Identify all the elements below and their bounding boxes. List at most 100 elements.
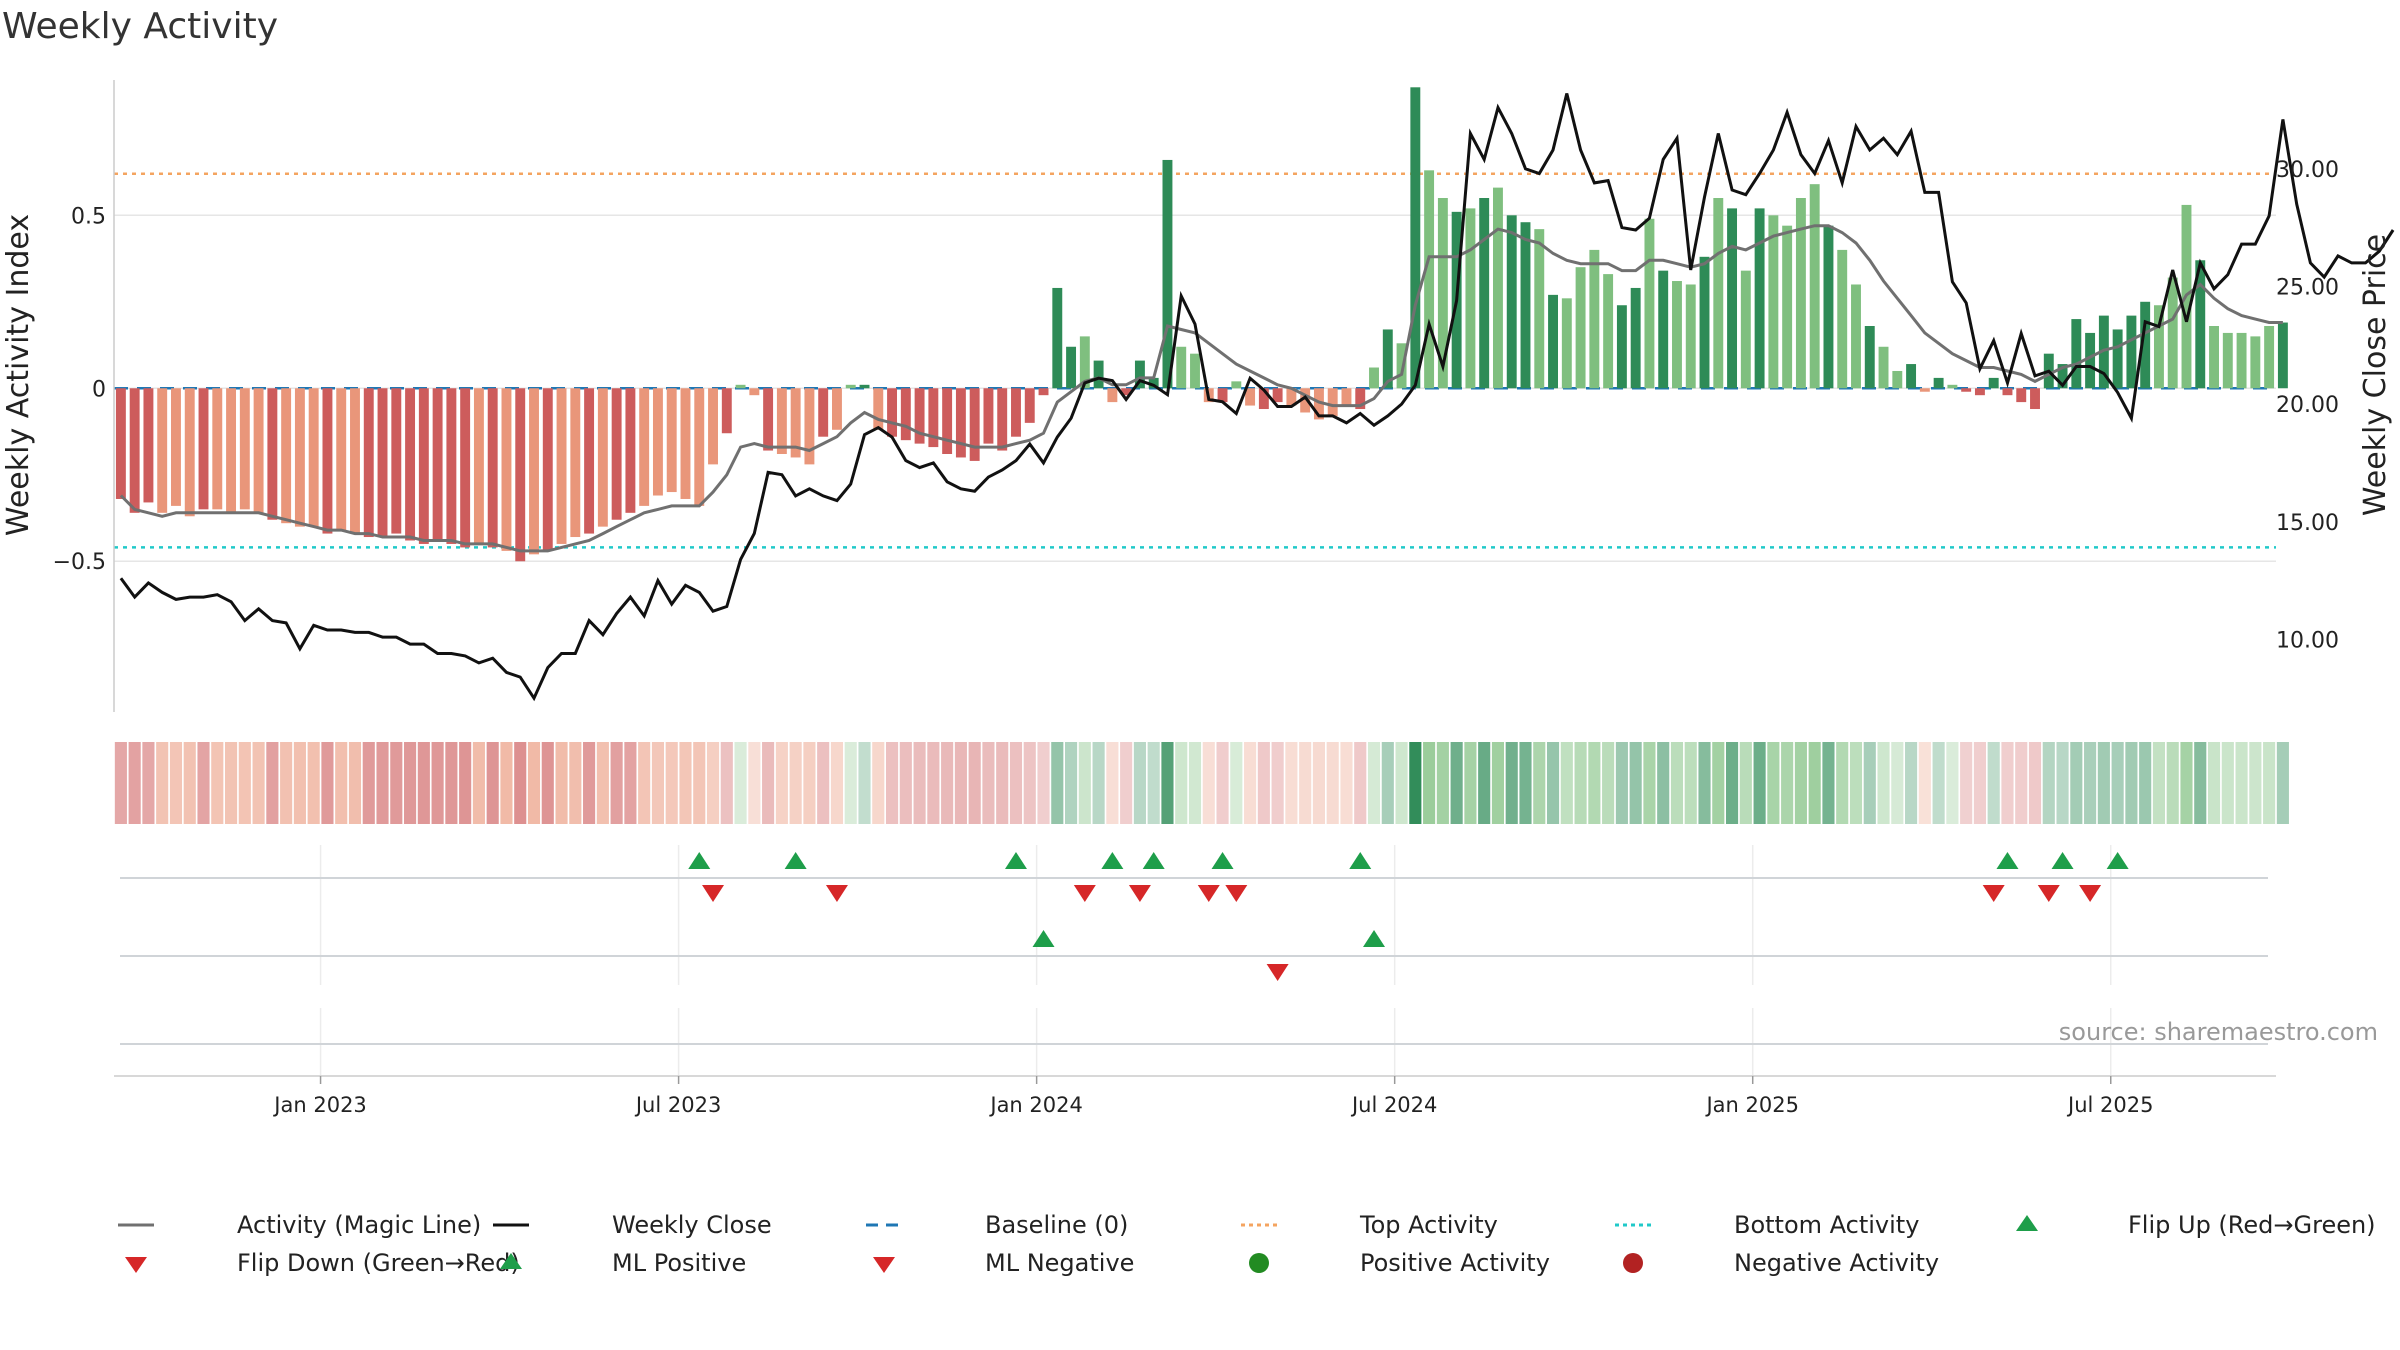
activity-bar [1933, 377, 1944, 389]
activity-bar [1809, 184, 1820, 389]
activity-bar [2098, 315, 2109, 389]
heat-cell [844, 742, 857, 824]
ml-positive-marker [1363, 930, 1386, 947]
heat-cell [1602, 742, 1615, 824]
heat-cell [624, 742, 637, 824]
activity-bar [1768, 215, 1779, 389]
flip-up-marker [2051, 852, 2074, 869]
activity-bar [652, 388, 663, 496]
activity-bar [1644, 218, 1655, 389]
heat-cell [1478, 742, 1491, 824]
heat-cell [1423, 742, 1436, 824]
legend-item: Flip Up (Red→Green) [2016, 1211, 2376, 1239]
activity-bar [873, 388, 884, 430]
heat-cell [1560, 742, 1573, 824]
flip-down-marker [1225, 885, 1248, 902]
heat-cell [899, 742, 912, 824]
activity-bar [997, 388, 1008, 451]
heat-cell [266, 742, 279, 824]
activity-bar [1011, 388, 1021, 437]
flip-up-marker [2106, 852, 2129, 869]
heat-cell [2263, 742, 2276, 824]
heat-cell [1588, 742, 1601, 824]
activity-bar [1107, 388, 1118, 403]
activity-bar [2222, 332, 2233, 389]
activity-bar [405, 388, 416, 541]
grid-layer [114, 214, 2276, 1075]
event-markers [688, 852, 2129, 981]
heat-cell [996, 742, 1009, 824]
activity-bar [2264, 326, 2275, 389]
legend-swatch [2016, 1215, 2038, 1231]
activity-bar [542, 388, 553, 551]
heat-cell [1932, 742, 1945, 824]
activity-bar [1369, 367, 1379, 389]
heat-cell [293, 742, 306, 824]
left-tick-label: 0.5 [71, 204, 106, 229]
heat-cell [555, 742, 568, 824]
heat-cell [830, 742, 844, 824]
heat-cell [762, 742, 775, 824]
activity-bar [1713, 198, 1724, 389]
activity-bar [2085, 332, 2096, 389]
activity-bar [1176, 346, 1187, 389]
activity-bar [1382, 329, 1393, 389]
activity-bar [1685, 284, 1696, 389]
heat-cell [1533, 742, 1546, 824]
activity-bar [184, 388, 195, 517]
activity-bar [639, 388, 650, 506]
heat-cell [459, 742, 472, 824]
legend-item: Negative Activity [1623, 1249, 1939, 1277]
activity-bar [2236, 332, 2247, 389]
heat-cell [1877, 742, 1890, 824]
legend-item: Positive Activity [1249, 1249, 1550, 1277]
heat-cell [1836, 742, 1849, 824]
heat-cell [2139, 742, 2152, 824]
heat-cell [142, 742, 155, 824]
heat-cell [789, 742, 802, 824]
heat-cell [1257, 742, 1270, 824]
x-tick-label: Jan 2023 [272, 1093, 367, 1117]
activity-bar [570, 388, 581, 538]
activity-bar [1286, 388, 1297, 406]
activity-bar [336, 388, 347, 531]
activity-bar [198, 388, 209, 510]
activity-bar [473, 388, 484, 544]
activity-bar [350, 388, 360, 534]
activity-bar [1782, 225, 1793, 389]
activity-bar [1658, 270, 1669, 389]
activity-bar [226, 388, 237, 513]
heat-cell [1037, 742, 1050, 824]
activity-bar [1672, 281, 1682, 389]
right-tick-label: 20.00 [2276, 393, 2339, 418]
activity-bar [776, 388, 787, 454]
heat-cell [968, 742, 981, 824]
heat-cell [362, 742, 375, 824]
heat-cell [2028, 742, 2042, 824]
activity-bar [239, 388, 250, 510]
heat-cell [885, 742, 899, 824]
right-tick-label: 25.00 [2276, 275, 2339, 300]
activity-bar [1616, 305, 1627, 389]
heat-cell [569, 742, 582, 824]
heat-cell [1643, 742, 1656, 824]
activity-bar [460, 388, 471, 548]
heat-cell [1781, 742, 1794, 824]
activity-bar [1327, 388, 1338, 416]
heat-cell [2194, 742, 2207, 824]
activity-bar [363, 388, 374, 538]
heat-cell [156, 742, 169, 824]
chart-legend: Activity (Magic Line) Weekly Close Baselin… [118, 1211, 2376, 1277]
activity-bar [1465, 208, 1476, 389]
activity-bar [1919, 388, 1930, 392]
heat-cell [238, 742, 251, 824]
activity-bar [1190, 353, 1200, 389]
legend-label: ML Negative [985, 1249, 1134, 1277]
activity-bar [391, 388, 402, 534]
activity-bar [1575, 267, 1586, 389]
heat-cell [431, 742, 444, 824]
activity-bar [584, 388, 595, 534]
heat-cell [1905, 742, 1918, 824]
activity-bar [1699, 256, 1710, 389]
x-tick-label: Jan 2024 [988, 1093, 1083, 1117]
